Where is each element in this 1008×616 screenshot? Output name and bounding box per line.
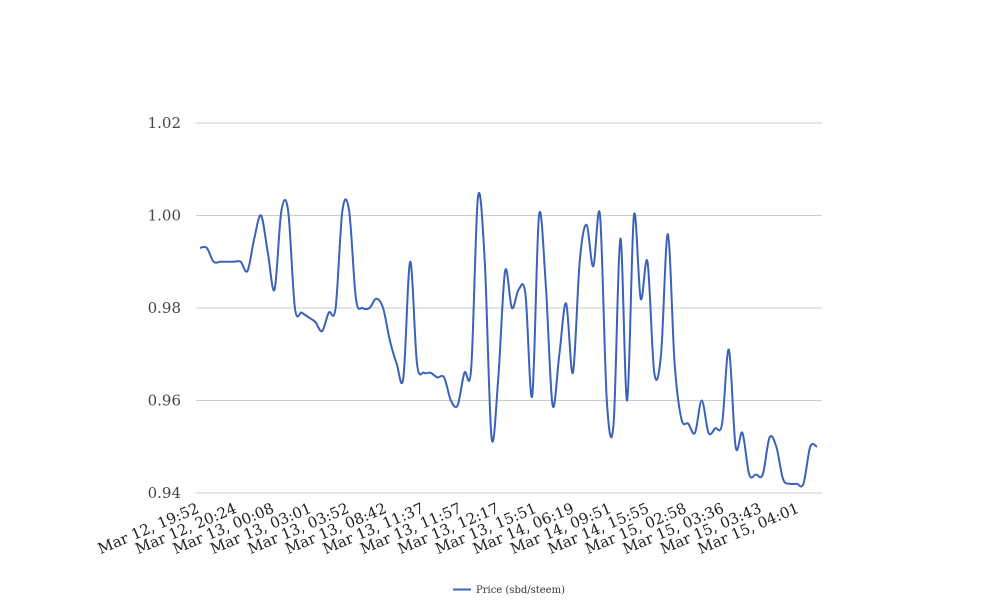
grid-layer <box>196 122 822 494</box>
y-tick-label: 0.94 <box>148 484 181 502</box>
y-tick-label: 1.00 <box>148 207 181 225</box>
y-tick-label: 1.02 <box>148 114 181 132</box>
y-tick-label: 0.98 <box>148 299 181 317</box>
legend-label: Price (sbd/steem) <box>476 585 565 596</box>
series-line-price <box>199 191 818 488</box>
y-axis: 0.94 0.96 0.98 1.00 1.02 <box>148 114 181 502</box>
plot-area <box>199 191 818 488</box>
y-tick-label: 0.96 <box>148 392 181 410</box>
legend: Price (sbd/steem) <box>453 585 565 596</box>
